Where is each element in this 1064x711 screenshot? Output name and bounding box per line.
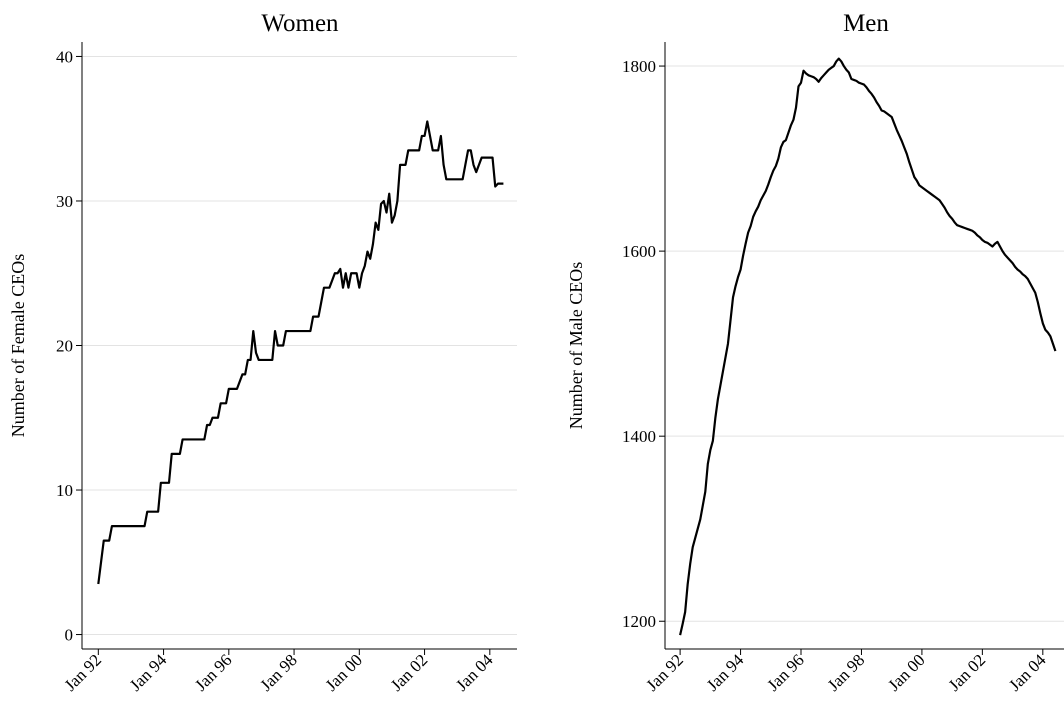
y-tick-label: 10 <box>56 481 73 500</box>
y-axis-label: Number of Male CEOs <box>566 262 586 429</box>
y-axis-label: Number of Female CEOs <box>8 254 28 437</box>
y-tick-label: 40 <box>56 47 73 66</box>
y-tick-label: 0 <box>65 626 74 645</box>
y-tick-label: 1200 <box>622 612 656 631</box>
data-line <box>97 120 504 585</box>
y-tick-label: 1400 <box>622 427 656 446</box>
data-line <box>679 57 1057 636</box>
y-tick-label: 1600 <box>622 242 656 261</box>
chart-title: Men <box>843 10 889 37</box>
chart-title: Women <box>261 10 339 37</box>
y-tick-label: 30 <box>56 192 73 211</box>
y-tick-label: 1800 <box>622 57 656 76</box>
y-tick-label: 20 <box>56 337 73 356</box>
